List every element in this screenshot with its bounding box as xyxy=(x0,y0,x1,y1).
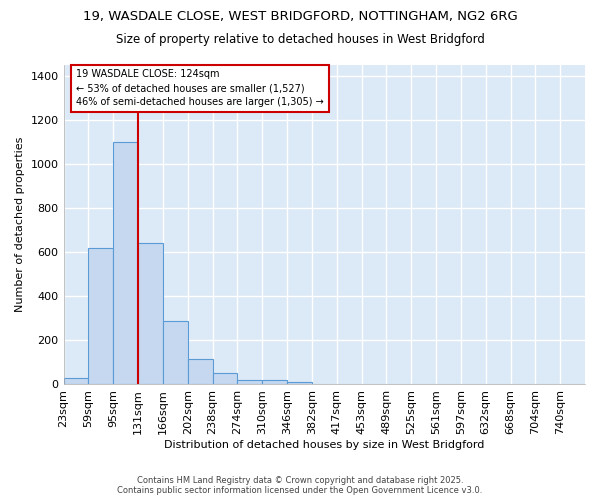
Y-axis label: Number of detached properties: Number of detached properties xyxy=(15,137,25,312)
Bar xyxy=(64,378,88,384)
Text: Size of property relative to detached houses in West Bridgford: Size of property relative to detached ho… xyxy=(116,32,484,46)
Text: 19, WASDALE CLOSE, WEST BRIDGFORD, NOTTINGHAM, NG2 6RG: 19, WASDALE CLOSE, WEST BRIDGFORD, NOTTI… xyxy=(83,10,517,23)
Bar xyxy=(287,382,312,384)
Bar xyxy=(163,320,188,384)
Bar xyxy=(238,380,262,384)
Bar xyxy=(138,244,163,384)
Bar xyxy=(188,359,212,384)
Text: 19 WASDALE CLOSE: 124sqm
← 53% of detached houses are smaller (1,527)
46% of sem: 19 WASDALE CLOSE: 124sqm ← 53% of detach… xyxy=(76,70,324,108)
Text: Contains HM Land Registry data © Crown copyright and database right 2025.
Contai: Contains HM Land Registry data © Crown c… xyxy=(118,476,482,495)
X-axis label: Distribution of detached houses by size in West Bridgford: Distribution of detached houses by size … xyxy=(164,440,484,450)
Bar xyxy=(262,380,287,384)
Bar xyxy=(88,248,113,384)
Bar xyxy=(113,142,138,384)
Bar xyxy=(212,374,238,384)
